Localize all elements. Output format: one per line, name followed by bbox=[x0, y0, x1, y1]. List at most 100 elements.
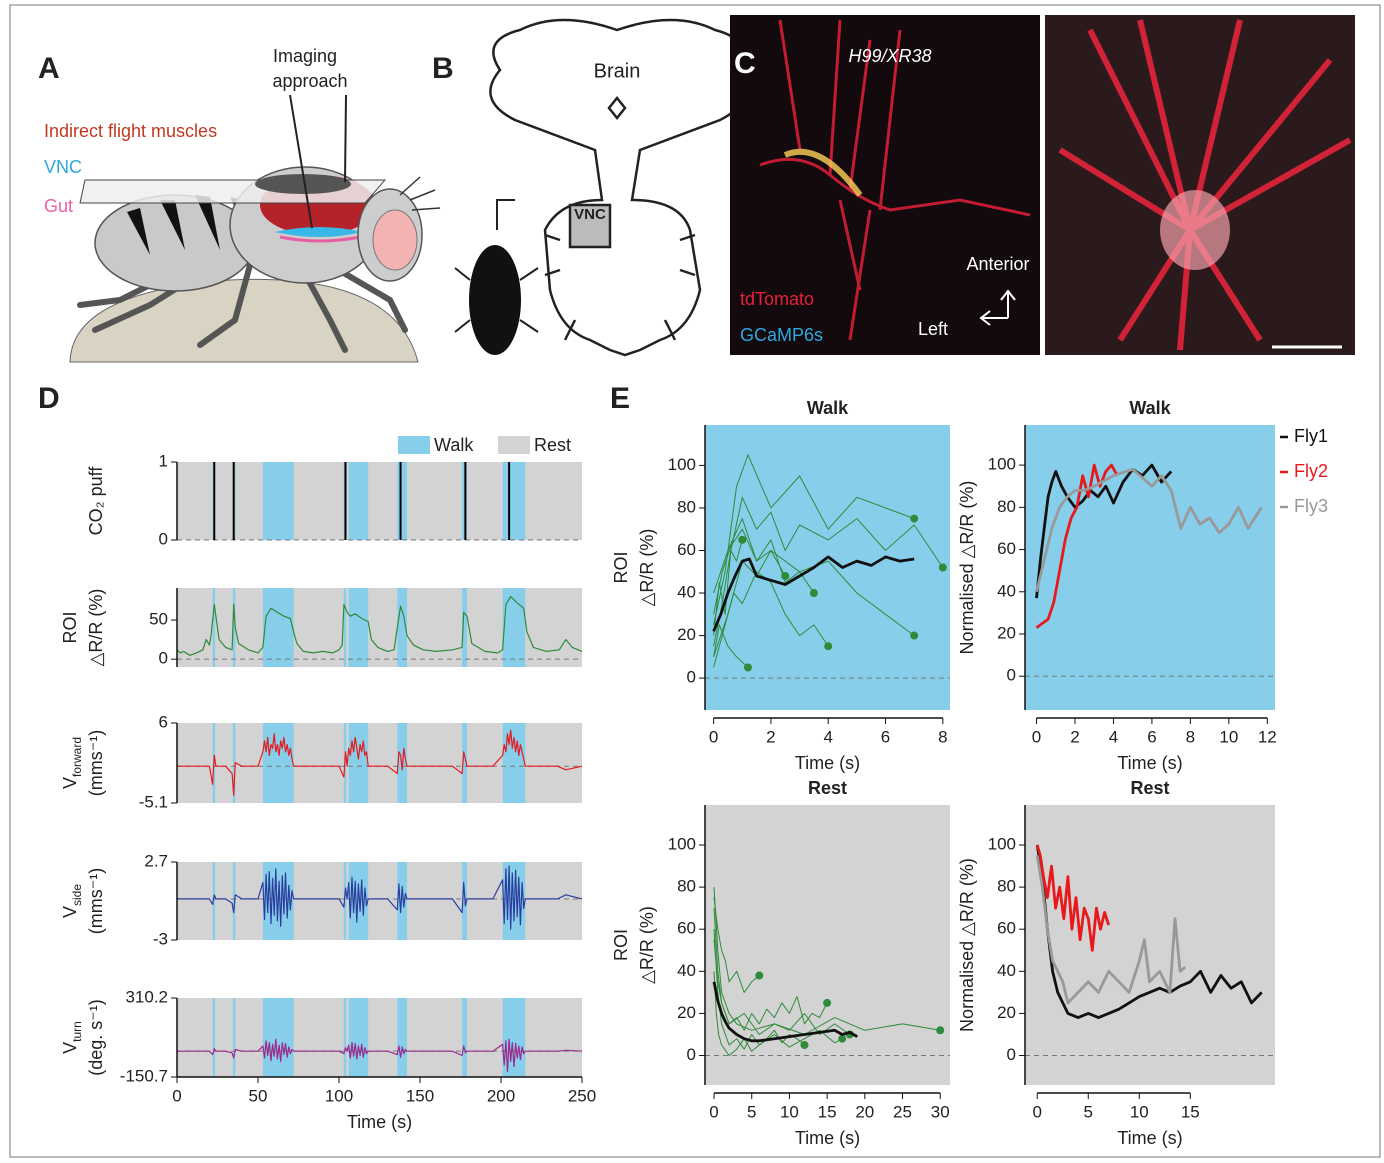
x-tick-label: 0 bbox=[1033, 1102, 1042, 1121]
label: Brain bbox=[594, 60, 641, 82]
label: H99/XR38 bbox=[848, 46, 931, 66]
x-tick-label: 4 bbox=[823, 727, 832, 746]
x-tick-label: 5 bbox=[1084, 1102, 1093, 1121]
x-tick-label: 10 bbox=[1130, 1102, 1149, 1121]
y-tick-label: 0 bbox=[687, 1045, 696, 1064]
y-tick-label: 40 bbox=[997, 961, 1016, 980]
x-tick-label: 0 bbox=[709, 727, 718, 746]
y-tick-label: 60 bbox=[997, 539, 1016, 558]
y-axis-label: △R/R (%) bbox=[637, 529, 657, 607]
walk-band bbox=[397, 862, 407, 940]
y-tick-label: 60 bbox=[677, 540, 696, 559]
walk-band bbox=[213, 588, 215, 667]
x-tick-label: 0 bbox=[172, 1086, 181, 1105]
label: Left bbox=[918, 319, 948, 339]
end-marker bbox=[823, 999, 831, 1007]
y-tick-label: 50 bbox=[149, 610, 168, 629]
walk-band bbox=[397, 462, 407, 540]
x-tick-label: 0 bbox=[1032, 727, 1041, 746]
label: Imaging bbox=[273, 46, 337, 66]
y-axis-label: (deg. s⁻¹) bbox=[86, 999, 106, 1076]
y-tick-label: 100 bbox=[668, 834, 696, 853]
y-axis-label-text: Normalised △R/R (%) bbox=[957, 858, 977, 1032]
y-tick-label: 80 bbox=[997, 877, 1016, 896]
y-axis-label: ROI bbox=[60, 611, 80, 643]
y-axis-label: △R/R (%) bbox=[637, 906, 657, 984]
x-tick-label: 6 bbox=[881, 727, 890, 746]
panel-letter: E bbox=[610, 382, 630, 415]
end-marker bbox=[910, 632, 918, 640]
end-marker bbox=[744, 663, 752, 671]
x-tick-label: 150 bbox=[406, 1086, 434, 1105]
y-axis-label: △R/R (%) bbox=[86, 589, 106, 667]
y-tick-label: 100 bbox=[988, 455, 1016, 474]
legend-swatch bbox=[398, 436, 430, 454]
y-tick-label: 0 bbox=[159, 649, 168, 668]
y-tick-label: 0 bbox=[1007, 1045, 1016, 1064]
walk-band bbox=[263, 723, 294, 803]
walk-band bbox=[397, 998, 407, 1077]
x-tick-label: 8 bbox=[1186, 727, 1195, 746]
label: approach bbox=[272, 71, 347, 91]
legend-label: Fly1 bbox=[1294, 426, 1328, 446]
walk-band bbox=[349, 862, 368, 940]
walk-band bbox=[263, 588, 294, 667]
y-axis-label: (mms⁻¹) bbox=[86, 868, 106, 934]
x-tick-label: 10 bbox=[1219, 727, 1238, 746]
x-tick-label: 5 bbox=[747, 1102, 756, 1121]
y-axis-label-text: V bbox=[60, 777, 80, 789]
x-axis-label: Time (s) bbox=[1117, 1128, 1182, 1148]
plot-background bbox=[705, 425, 950, 710]
x-tick-label: 10 bbox=[780, 1102, 799, 1121]
y-axis-label: Vforward bbox=[60, 737, 84, 789]
x-tick-label: 15 bbox=[1181, 1102, 1200, 1121]
panel-letter: D bbox=[38, 382, 60, 415]
x-axis-label: Time (s) bbox=[795, 1128, 860, 1148]
walk-band bbox=[263, 998, 294, 1077]
label: VNC bbox=[44, 157, 82, 177]
y-tick-label: 80 bbox=[997, 497, 1016, 516]
panel-letter: B bbox=[432, 52, 454, 85]
y-tick-label: -3 bbox=[153, 929, 168, 948]
x-tick-label: 2 bbox=[766, 727, 775, 746]
x-tick-label: 20 bbox=[855, 1102, 874, 1121]
y-axis-label-text: (deg. s⁻¹) bbox=[86, 999, 106, 1076]
x-tick-label: 4 bbox=[1109, 727, 1118, 746]
label: VNC bbox=[574, 206, 606, 223]
label: Indirect flight muscles bbox=[44, 121, 217, 141]
walk-band bbox=[213, 998, 215, 1077]
label: GCaMP6s bbox=[740, 325, 823, 345]
y-axis-label-subscript: side bbox=[70, 884, 84, 906]
plot-background bbox=[1025, 805, 1275, 1085]
y-tick-label: 0 bbox=[1007, 666, 1016, 685]
walk-band bbox=[263, 462, 294, 540]
legend-label: Walk bbox=[434, 435, 474, 455]
y-axis-label-text: Normalised △R/R (%) bbox=[957, 481, 977, 655]
x-axis-label: Time (s) bbox=[1117, 753, 1182, 773]
walk-band bbox=[344, 588, 346, 667]
legend-swatch bbox=[498, 436, 530, 454]
end-marker bbox=[939, 564, 947, 572]
y-axis-label-text: △R/R (%) bbox=[637, 906, 657, 984]
y-tick-label: 60 bbox=[677, 919, 696, 938]
y-axis-label: Vturn bbox=[60, 1021, 84, 1054]
x-tick-label: 6 bbox=[1147, 727, 1156, 746]
end-marker bbox=[910, 515, 918, 523]
y-axis-label-text: V bbox=[60, 906, 80, 918]
chart-title: Rest bbox=[808, 778, 847, 798]
walk-band bbox=[503, 462, 526, 540]
panel-letter: A bbox=[38, 52, 60, 85]
y-tick-label: 6 bbox=[159, 712, 168, 731]
y-tick-label: 80 bbox=[677, 497, 696, 516]
end-marker bbox=[824, 642, 832, 650]
y-axis-label-text: ROI bbox=[60, 611, 80, 643]
y-tick-label: 40 bbox=[677, 583, 696, 602]
x-axis-label: Time (s) bbox=[347, 1112, 412, 1132]
legend-label: Fly3 bbox=[1294, 496, 1328, 516]
y-tick-label: 100 bbox=[668, 455, 696, 474]
end-marker bbox=[936, 1026, 944, 1034]
y-tick-label: 80 bbox=[677, 877, 696, 896]
legend-label: Fly2 bbox=[1294, 461, 1328, 481]
y-axis-label-text: (mms⁻¹) bbox=[86, 868, 106, 934]
x-tick-label: 12 bbox=[1258, 727, 1277, 746]
